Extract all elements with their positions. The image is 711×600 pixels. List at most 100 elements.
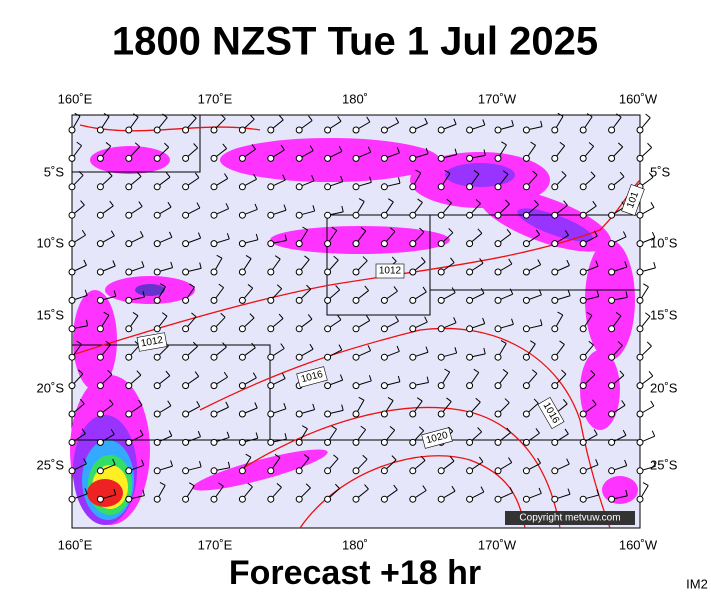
station [409,353,417,361]
barb-tick [194,371,200,377]
barb-tick [107,171,113,177]
station [182,438,190,446]
station [608,353,616,361]
barb-tick [500,340,507,344]
barb-tick [283,204,287,211]
station [238,438,246,446]
station [238,467,246,475]
station [324,296,332,304]
station [551,325,559,333]
station [182,296,190,304]
station [579,382,587,390]
station [579,126,587,134]
station [522,240,530,248]
isobar-label: 1016 [296,366,328,388]
longitude-label: 170˚E [198,91,233,106]
station [579,495,587,503]
station [267,467,275,475]
barb-tick [508,457,513,463]
barb-tick [247,482,253,488]
station [437,353,445,361]
station [522,154,530,162]
barb-tick [274,453,281,459]
station [324,495,332,503]
isobar-label: 1012 [375,263,405,279]
station [182,495,190,503]
barb-tick [502,369,509,374]
barb-tick [393,484,398,491]
station [324,467,332,475]
barb-tick [161,312,168,317]
barb-tick [334,483,340,489]
station [238,353,246,361]
station [579,240,587,248]
barb-tick [651,430,656,437]
barb-tick [540,120,543,127]
station [182,382,190,390]
barb-tick [444,368,450,373]
barb-tick [301,425,308,430]
barb-tick [509,288,514,295]
barb-tick [504,398,510,404]
latitude-label: 25˚S [37,457,65,472]
station [153,268,161,276]
barb-tick [191,113,197,119]
barb-tick [475,397,481,403]
barb-tick [305,483,311,489]
isobar-label-box [621,184,645,216]
station [68,154,76,162]
barb-tick [247,284,253,289]
station [551,438,559,446]
barb-tick [559,340,565,345]
longitude-label: 170˚W [478,91,517,106]
barb-tick [559,141,565,147]
barb-tick [473,368,480,373]
title: 1800 NZST Tue 1 Jul 2025 [112,20,598,64]
station [409,495,417,503]
station [608,154,616,162]
station [636,438,644,446]
barb-tick [422,286,427,293]
station [579,268,587,276]
station [380,382,388,390]
barb-tick [595,260,599,267]
barb-tick [535,428,540,434]
longitude-label: 180˚ [342,91,368,106]
station [295,296,303,304]
latitude-label: 15˚S [650,307,678,322]
barb-tick [647,142,653,148]
barb-tick [506,228,512,235]
station [68,495,76,503]
station [409,183,417,191]
station [295,154,303,162]
station [267,410,275,418]
barb-tick [141,261,145,267]
station [380,410,388,418]
barb-tick [138,399,143,406]
station [96,154,104,162]
station [437,495,445,503]
barb-tick [78,369,84,375]
barb-tick [284,433,287,440]
barb-tick [480,486,485,493]
station [522,296,530,304]
barb-tick [617,341,623,346]
barb-tick [473,170,480,175]
station [210,467,218,475]
barb-tick [478,456,484,463]
barb-tick [482,317,486,324]
station [466,410,474,418]
station [380,467,388,475]
barb-tick [479,258,484,264]
barb-tick [642,482,649,486]
station [437,410,445,418]
station [295,211,303,219]
barb-tick [564,428,569,435]
barb-tick [622,231,627,238]
station [295,353,303,361]
barb-tick [451,485,456,492]
station [238,126,246,134]
station [96,438,104,446]
station [352,438,360,446]
